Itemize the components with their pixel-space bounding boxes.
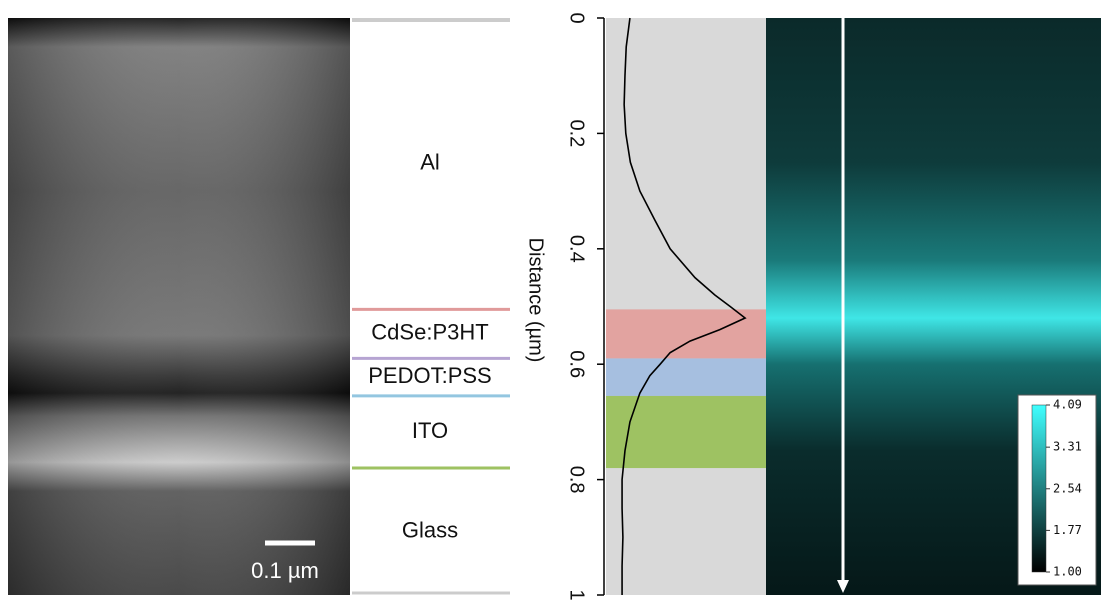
profile-panel [606, 18, 766, 595]
y-axis-label: Distance (µm) [525, 238, 547, 363]
y-tick-label: 0.4 [566, 235, 588, 263]
sem-shade [8, 18, 350, 595]
colorbar [1032, 405, 1046, 572]
layer-band [606, 396, 766, 468]
layer-label: ITO [412, 418, 448, 443]
layer-label: CdSe:P3HT [371, 320, 488, 345]
scale-bar-label: 0.1 µm [251, 558, 319, 583]
y-tick-label: 0.2 [566, 119, 588, 147]
colorbar-tick-label: 1.77 [1053, 523, 1082, 537]
layer-label: Al [420, 150, 440, 175]
colorbar-tick-label: 1.00 [1053, 565, 1082, 579]
layer-band [606, 309, 766, 358]
colorbar-tick-label: 4.09 [1053, 398, 1082, 412]
colorbar-tick-label: 2.54 [1053, 481, 1082, 495]
layer-band [606, 358, 766, 396]
figure: 0.1 µm Distance (µm) Al CdSe:P3HT PEDOT:PS… [0, 0, 1101, 601]
y-tick-label: 0 [566, 12, 588, 23]
y-tick-label: 1 [566, 589, 588, 600]
colorbar-tick-label: 3.31 [1053, 440, 1082, 454]
y-tick-label: 0.6 [566, 350, 588, 378]
layer-label: PEDOT:PSS [368, 363, 491, 388]
y-tick-label: 0.8 [566, 466, 588, 494]
layer-label: Glass [402, 517, 458, 542]
